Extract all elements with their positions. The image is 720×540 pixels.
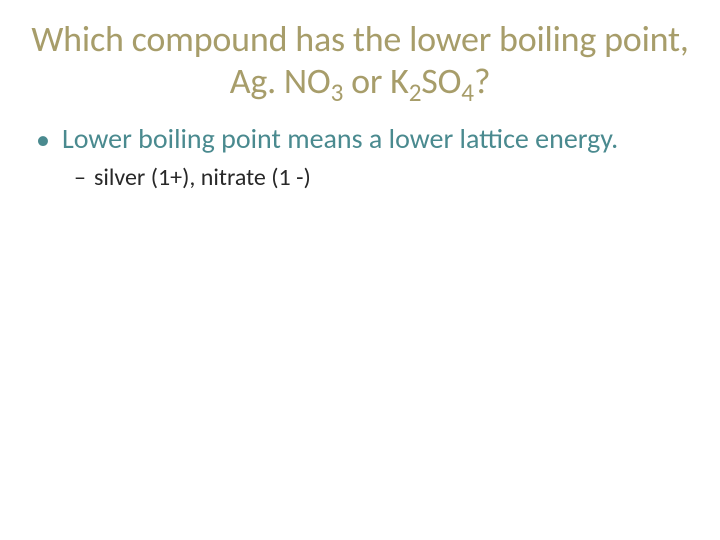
bullet-dot-icon: •: [36, 123, 50, 157]
slide-body: • Lower boiling point means a lower latt…: [28, 121, 692, 193]
title-sub-3: 4: [461, 78, 474, 109]
title-sub-2: 2: [409, 78, 422, 109]
bullet-2-text: silver (1+), nitrate (1 -): [94, 163, 311, 193]
title-part-4: ?: [474, 59, 490, 103]
bullet-level-2: – silver (1+), nitrate (1 -): [74, 163, 692, 193]
slide-title: Which compound has the lower boiling poi…: [28, 18, 692, 103]
bullet-dash-icon: –: [74, 163, 86, 193]
bullet-level-1: • Lower boiling point means a lower latt…: [36, 121, 692, 157]
bullet-1-text: Lower boiling point means a lower lattic…: [62, 121, 618, 156]
slide: Which compound has the lower boiling poi…: [0, 0, 720, 540]
title-sub-1: 3: [331, 78, 344, 109]
title-part-2: or K: [343, 59, 409, 103]
title-part-3: SO: [421, 59, 461, 103]
